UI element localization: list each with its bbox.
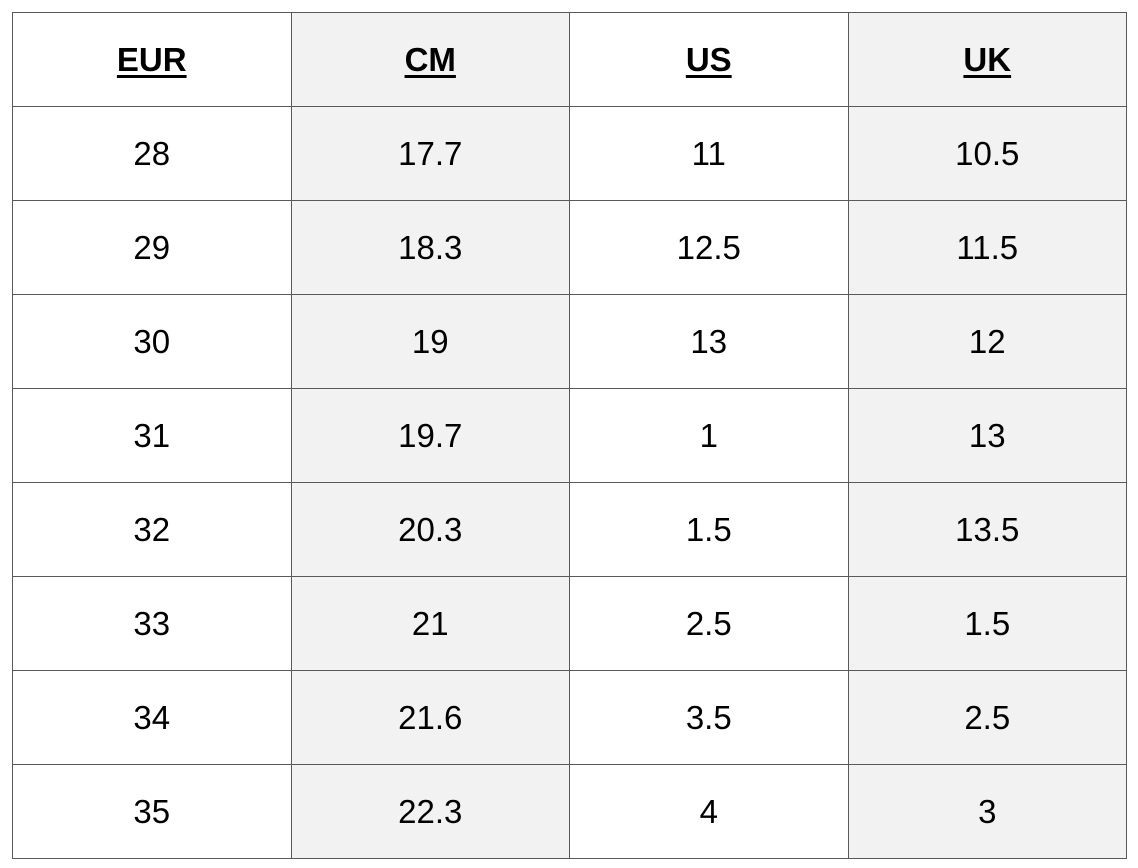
- cell-eur: 34: [12, 670, 292, 765]
- cell-uk: 3: [847, 764, 1127, 859]
- table-row: 32 20.3 1.5 13.5: [12, 482, 1127, 577]
- cell-cm: 17.7: [290, 106, 570, 201]
- cell-us: 12.5: [569, 200, 849, 295]
- cell-eur: 35: [12, 764, 292, 859]
- cell-us: 11: [569, 106, 849, 201]
- table-row: 29 18.3 12.5 11.5: [12, 200, 1127, 295]
- cell-cm: 21: [290, 576, 570, 671]
- cell-eur: 28: [12, 106, 292, 201]
- cell-cm: 22.3: [290, 764, 570, 859]
- table-row: 28 17.7 11 10.5: [12, 106, 1127, 201]
- cell-eur: 31: [12, 388, 292, 483]
- cell-us: 3.5: [569, 670, 849, 765]
- cell-cm: 19: [290, 294, 570, 389]
- cell-uk: 10.5: [847, 106, 1127, 201]
- cell-eur: 30: [12, 294, 292, 389]
- table-row: 33 21 2.5 1.5: [12, 576, 1127, 671]
- cell-us: 2.5: [569, 576, 849, 671]
- cell-uk: 2.5: [847, 670, 1127, 765]
- cell-us: 4: [569, 764, 849, 859]
- cell-eur: 32: [12, 482, 292, 577]
- cell-uk: 13.5: [847, 482, 1127, 577]
- cell-cm: 18.3: [290, 200, 570, 295]
- header-uk: UK: [847, 12, 1127, 107]
- table-header-row: EUR CM US UK: [12, 12, 1127, 107]
- cell-cm: 19.7: [290, 388, 570, 483]
- cell-us: 1: [569, 388, 849, 483]
- size-conversion-table: EUR CM US UK 28 17.7 11 10.5 29 18.3 12.…: [12, 12, 1127, 859]
- header-cm: CM: [290, 12, 570, 107]
- table-row: 35 22.3 4 3: [12, 764, 1127, 859]
- cell-uk: 12: [847, 294, 1127, 389]
- table-row: 30 19 13 12: [12, 294, 1127, 389]
- cell-eur: 33: [12, 576, 292, 671]
- cell-eur: 29: [12, 200, 292, 295]
- cell-uk: 13: [847, 388, 1127, 483]
- cell-cm: 20.3: [290, 482, 570, 577]
- table-row: 34 21.6 3.5 2.5: [12, 670, 1127, 765]
- cell-uk: 1.5: [847, 576, 1127, 671]
- cell-us: 13: [569, 294, 849, 389]
- cell-uk: 11.5: [847, 200, 1127, 295]
- cell-us: 1.5: [569, 482, 849, 577]
- cell-cm: 21.6: [290, 670, 570, 765]
- header-eur: EUR: [12, 12, 292, 107]
- header-us: US: [569, 12, 849, 107]
- table-row: 31 19.7 1 13: [12, 388, 1127, 483]
